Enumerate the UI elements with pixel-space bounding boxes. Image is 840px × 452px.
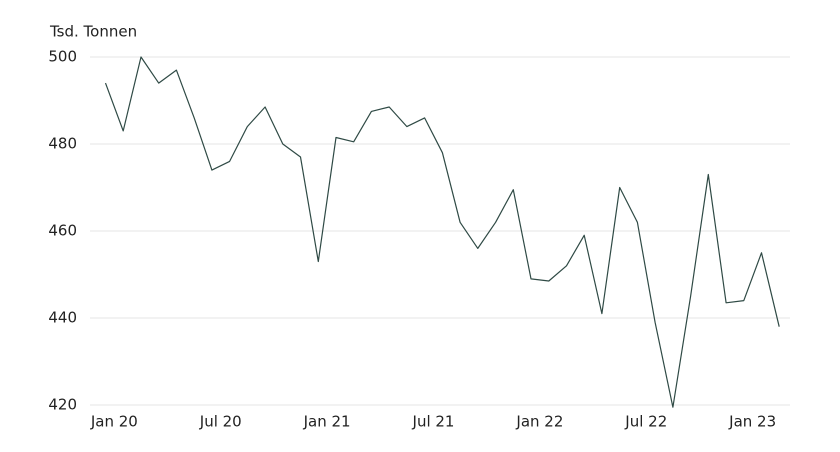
x-tick-label: Jan 22 [515, 413, 563, 431]
y-axis-title: Tsd. Tonnen [49, 23, 137, 41]
y-tick-label: 500 [48, 48, 77, 66]
x-tick-label: Jan 23 [728, 413, 776, 431]
y-tick-label: 460 [48, 222, 77, 240]
x-tick-label: Jan 21 [303, 413, 351, 431]
y-tick-label: 420 [48, 396, 77, 414]
x-tick-label: Jul 20 [199, 413, 242, 431]
x-tick-label: Jul 22 [624, 413, 667, 431]
data-line [104, 56, 780, 408]
y-tick-label: 480 [48, 135, 77, 153]
x-tick-label: Jul 21 [412, 413, 455, 431]
y-tick-label: 440 [48, 309, 77, 327]
x-tick-label: Jan 20 [90, 413, 138, 431]
